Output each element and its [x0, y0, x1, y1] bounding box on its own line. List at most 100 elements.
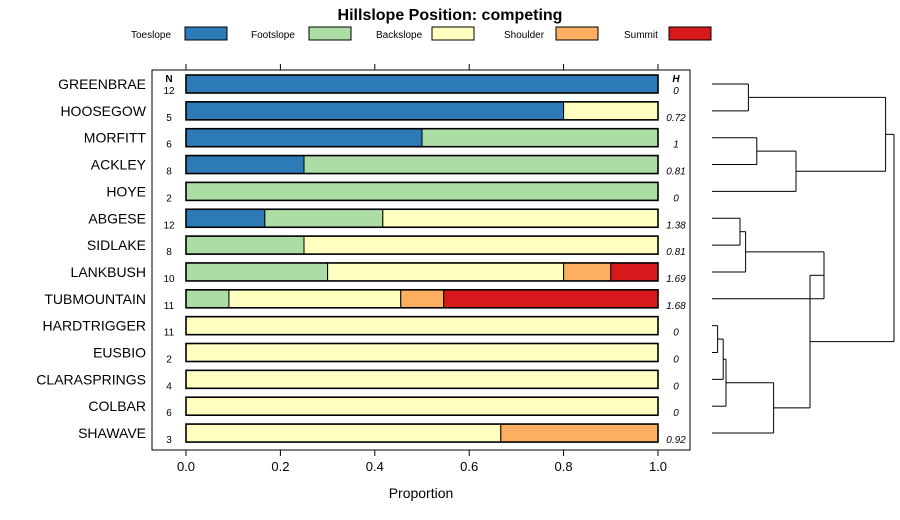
n-value: 8 [166, 167, 172, 178]
x-tick-label: 0.4 [366, 459, 384, 474]
h-value: 1.69 [666, 274, 686, 285]
row-label: ACKLEY [91, 157, 147, 173]
bar-segment-backslope [303, 235, 659, 255]
bar-outline [185, 74, 659, 94]
bar-outline [185, 101, 659, 121]
bar-segment-footslope [264, 208, 384, 228]
bar-outline [185, 342, 659, 363]
row-label: HOOSEGOW [60, 103, 146, 119]
h-value: 0.81 [666, 247, 685, 258]
h-value: 0 [673, 408, 679, 419]
h-value: 0 [673, 193, 679, 204]
bar-segment-summit [443, 289, 659, 309]
bar-outline [185, 369, 659, 390]
n-value: 2 [166, 355, 172, 366]
row-label: ABGESE [88, 210, 146, 226]
n-value: 12 [163, 86, 175, 97]
h-value: 0 [673, 381, 679, 392]
row-label: HARDTRIGGER [43, 318, 146, 334]
bar-segment-shoulder [400, 289, 445, 309]
bar-segment-toeslope [185, 155, 305, 175]
bar-segment-footslope [185, 289, 230, 309]
h-value: 0.92 [666, 435, 686, 446]
h-value: 0 [673, 86, 679, 97]
row-hardtrigger: HARDTRIGGER 11 0 [43, 315, 679, 339]
bar-segment-backslope [327, 262, 565, 282]
n-value: 3 [166, 435, 172, 446]
bar-segment-toeslope [185, 208, 266, 228]
legend-swatch-backslope [431, 26, 475, 41]
x-tick-label: 1.0 [649, 459, 667, 474]
row-label: MORFITT [84, 130, 147, 146]
bar-segment-backslope [563, 101, 659, 121]
row-ackley: ACKLEY 8 0.81 [91, 154, 686, 178]
bar-outline [185, 208, 659, 229]
dendrogram [712, 83, 895, 434]
h-value: 1.38 [666, 220, 686, 231]
n-value: 6 [166, 140, 172, 151]
n-value: 8 [166, 247, 172, 258]
legend-swatch-shoulder [555, 26, 599, 41]
chart-legend: Toeslope Footslope Backslope Shoulder Summit [131, 26, 712, 41]
h-value: 0 [673, 355, 679, 366]
row-eusbio: EUSBIO 2 0 [93, 342, 679, 366]
n-value: 10 [163, 274, 175, 285]
n-value: 6 [166, 408, 172, 419]
bar-segment-backslope [185, 369, 659, 389]
h-value: 0.81 [666, 167, 685, 178]
bar-segment-footslope [185, 181, 659, 201]
bar-segment-footslope [185, 235, 305, 255]
row-hoye: HOYE 2 0 [106, 181, 679, 204]
row-tubmountain: TUBMOUNTAIN 11 1.68 [44, 288, 686, 312]
bar-segment-footslope [421, 128, 659, 148]
x-axis-title: Proportion [389, 485, 454, 501]
h-value: 0 [673, 328, 679, 339]
x-axis: 0.0 0.2 0.4 0.6 0.8 1.0 [177, 64, 667, 474]
n-value: 2 [166, 193, 172, 204]
bar-outline [185, 235, 659, 255]
row-abgese: ABGESE 12 1.38 [88, 208, 686, 231]
n-value: 12 [163, 220, 175, 231]
x-tick-label: 0.2 [271, 459, 289, 474]
legend-label-shoulder: Shoulder [504, 30, 545, 41]
row-label: SIDLAKE [87, 237, 146, 253]
h-column-header: H [672, 74, 680, 85]
plot-frame [151, 69, 691, 451]
row-colbar: COLBAR 6 0 [88, 396, 679, 419]
bar-rows: GREENBRAE 12 0 HOOSEGOW 5 0.72 MORFITT 6 1 ACKLEY… [36, 74, 686, 446]
legend-label-backslope: Backslope [376, 30, 423, 41]
legend-swatch-toeslope [184, 26, 228, 41]
bar-segment-shoulder [563, 262, 612, 282]
bar-segment-toeslope [185, 128, 423, 148]
bar-outline [185, 127, 659, 148]
row-label: HOYE [106, 183, 146, 199]
bar-segment-backslope [185, 423, 502, 443]
bar-segment-footslope [303, 155, 659, 175]
h-value: 0.72 [666, 113, 686, 124]
row-label: GREENBRAE [58, 76, 146, 92]
row-greenbrae: GREENBRAE 12 0 [58, 74, 679, 97]
n-column-header: N [165, 74, 172, 85]
x-tick-label: 0.8 [555, 459, 573, 474]
bar-segment-backslope [185, 316, 659, 336]
row-shawave: SHAWAVE 3 0.92 [78, 423, 686, 446]
n-value: 11 [164, 301, 175, 312]
bar-segment-summit [610, 262, 659, 282]
bar-segment-shoulder [500, 423, 659, 443]
n-value: 4 [166, 381, 172, 392]
x-tick-label: 0.6 [460, 459, 478, 474]
row-lankbush: LANKBUSH 10 1.69 [71, 262, 686, 285]
n-value: 11 [164, 328, 175, 339]
h-value: 1.68 [666, 301, 686, 312]
row-label: EUSBIO [93, 345, 146, 361]
x-tick-label: 0.0 [177, 459, 195, 474]
bar-outline [185, 315, 659, 336]
bar-segment-toeslope [185, 74, 659, 94]
legend-label-toeslope: Toeslope [131, 30, 171, 41]
bar-segment-backslope [185, 343, 659, 362]
bar-segment-footslope [185, 262, 329, 282]
row-label: CLARASPRINGS [36, 371, 146, 387]
bar-outline [185, 288, 659, 309]
bar-outline [185, 262, 659, 282]
n-value: 5 [166, 113, 172, 124]
